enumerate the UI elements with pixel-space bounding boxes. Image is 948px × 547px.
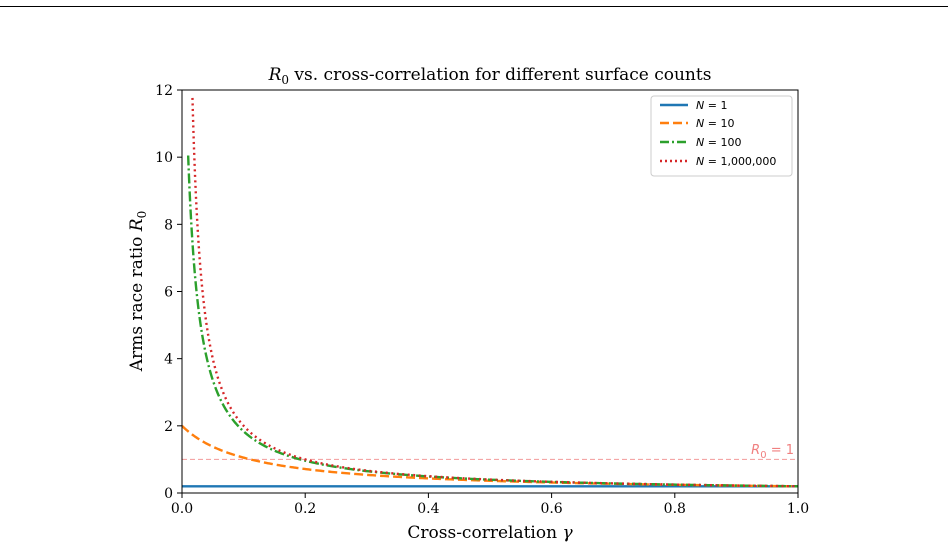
x-tick-label: 0.8 <box>664 501 686 517</box>
svg-text:N = 1,000,000: N = 1,000,000 <box>696 155 776 168</box>
legend-entry-n1000000: N = 1,000,000 <box>660 155 776 168</box>
x-tick-label: 1.0 <box>787 501 809 517</box>
x-axis-label: Cross-correlation γ <box>407 523 573 543</box>
legend-entry-n100: N = 100 <box>660 136 741 149</box>
x-tick-label: 0.0 <box>171 501 193 517</box>
series-line-4 <box>191 97 798 488</box>
plot-area <box>182 97 798 488</box>
series-line-3 <box>186 155 798 488</box>
y-axis: 0 2 4 6 8 10 12 <box>155 83 182 502</box>
y-tick-label: 4 <box>164 352 173 368</box>
legend: N = 1 N = 10 N = 100 N = 1,000,000 <box>650 95 793 177</box>
legend-frame <box>650 95 793 177</box>
y-tick-label: 8 <box>164 217 173 233</box>
svg-text:N = 10: N = 10 <box>696 117 734 130</box>
legend-entry-n10: N = 10 <box>660 117 734 130</box>
y-tick-label: 6 <box>164 285 173 301</box>
x-tick-label: 0.4 <box>417 501 439 517</box>
y-tick-label: 2 <box>164 419 173 435</box>
y-axis-label: Arms race ratio R0 <box>127 211 149 373</box>
svg-text:N = 100: N = 100 <box>696 136 741 149</box>
legend-entry-n1: N = 1 <box>660 99 727 112</box>
svg-text:N = 1: N = 1 <box>696 99 727 112</box>
series-line-2 <box>182 424 798 488</box>
y-tick-label: 10 <box>155 150 173 166</box>
top-rule <box>0 6 948 7</box>
reference-line-label: R0 = 1 <box>751 443 794 461</box>
y-tick-label: 12 <box>155 83 173 99</box>
y-tick-label: 0 <box>164 486 173 502</box>
x-tick-label: 0.2 <box>294 501 316 517</box>
x-axis: 0.0 0.2 0.4 0.6 0.8 1.0 <box>171 493 809 517</box>
chart-title: R0 vs. cross-correlation for different s… <box>268 65 712 87</box>
x-tick-label: 0.6 <box>540 501 562 517</box>
